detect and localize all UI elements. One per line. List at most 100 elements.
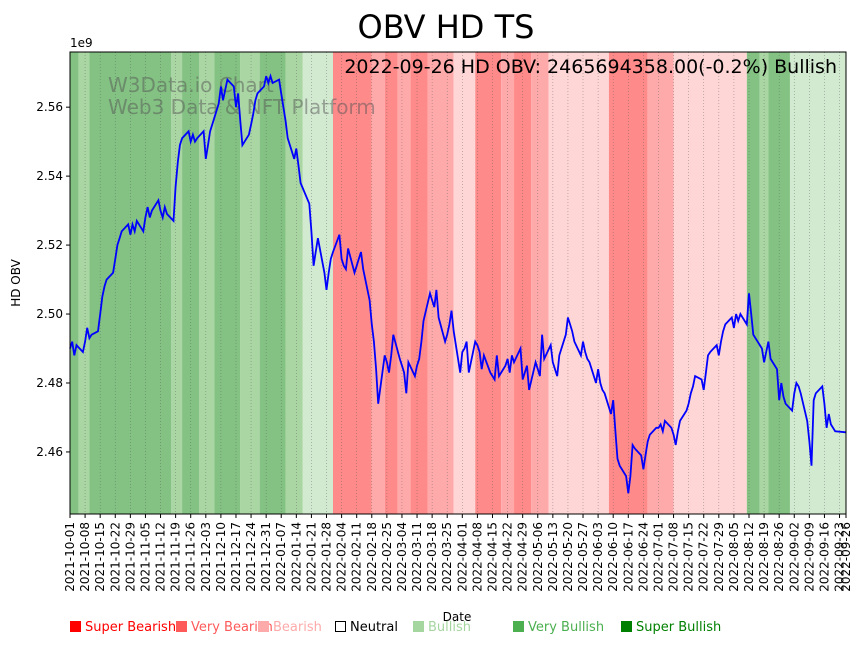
- x-tick-label: 2021-12-03: [199, 522, 213, 592]
- legend-label: Very Bullish: [528, 620, 605, 635]
- x-axis: 2021-10-01 2021-10-08 2021-10-15 2021-10-22…: [63, 514, 853, 592]
- x-tick-label: 2021-12-24: [244, 522, 258, 592]
- legend-swatch: [621, 621, 632, 632]
- regime-legend: Super Bearish Very Bearish Bearish Neutral B…: [70, 620, 850, 638]
- regime-band-very_bullish: [746, 52, 760, 514]
- y-axis-multiplier: 1e9: [70, 36, 93, 50]
- x-tick-label: 2022-09-09: [802, 522, 816, 592]
- regime-band-very_bullish: [214, 52, 241, 514]
- x-tick-label: 2021-10-08: [78, 522, 92, 592]
- x-tick-label: 2022-01-07: [274, 522, 288, 592]
- regime-band-bullish: [285, 52, 303, 514]
- x-tick-label: 2022-07-01: [651, 522, 665, 592]
- x-tick-label: 2022-05-20: [561, 522, 575, 592]
- regime-band-bearish: [647, 52, 674, 514]
- x-tick-label: 2022-03-25: [440, 522, 454, 592]
- x-tick-label: 2022-02-11: [350, 522, 364, 592]
- x-tick-label: 2022-03-04: [395, 522, 409, 592]
- x-tick-label: 2022-04-15: [485, 522, 499, 592]
- x-tick-label: 2022-06-03: [591, 522, 605, 592]
- x-tick-label: 2021-12-31: [259, 522, 273, 592]
- legend-item: Neutral: [335, 620, 398, 635]
- regime-band-light_bullish: [302, 52, 333, 514]
- x-tick-label: 2022-09-16: [817, 522, 831, 592]
- x-tick-label: 2022-04-22: [501, 522, 515, 592]
- legend-swatch: [176, 621, 187, 632]
- regime-band-very_bullish: [259, 52, 286, 514]
- x-tick-label: 2021-11-26: [184, 522, 198, 592]
- y-axis-label: HD OBV: [9, 258, 23, 306]
- x-tick-label: 2022-01-21: [304, 522, 318, 592]
- x-tick-label: 2022-09-23: [833, 522, 847, 592]
- regime-band-light_bearish: [453, 52, 476, 514]
- regime-band-bullish: [240, 52, 260, 514]
- x-tick-label: 2022-09-26: [839, 522, 853, 592]
- legend-item: Very Bullish: [513, 620, 604, 635]
- x-tick-label: 2021-11-05: [138, 522, 152, 592]
- x-tick-label: 2021-10-15: [93, 522, 107, 592]
- legend-item: Bullish: [413, 620, 471, 635]
- x-axis-label: Date: [443, 610, 472, 624]
- x-tick-label: 2022-05-06: [531, 522, 545, 592]
- x-tick-label: 2022-04-29: [516, 522, 530, 592]
- plot-frame: [69, 51, 847, 515]
- regime-band-very_bearish: [410, 52, 428, 514]
- y-tick-label: 2.56: [36, 100, 63, 114]
- x-tick-label: 2022-04-01: [455, 522, 469, 592]
- regime-band-bearish: [371, 52, 385, 514]
- y-axis: 2.46 2.48 2.50 2.52 2.54 2.56: [36, 100, 70, 459]
- legend-swatch: [258, 621, 269, 632]
- legend-item: Super Bearish: [70, 620, 176, 635]
- x-tick-label: 2022-01-14: [289, 522, 303, 592]
- y-tick-label: 2.52: [36, 238, 63, 252]
- legend-label: Bullish: [428, 620, 472, 635]
- y-tick-label: 2.50: [36, 307, 63, 321]
- x-tick-label: 2021-10-01: [63, 522, 77, 592]
- x-tick-label: 2022-07-22: [697, 522, 711, 592]
- legend-label: Very Bearish: [191, 620, 273, 635]
- regime-band-bearish: [427, 52, 454, 514]
- x-tick-label: 2022-02-04: [335, 522, 349, 592]
- x-tick-label: 2022-04-08: [470, 522, 484, 592]
- regime-band-bearish: [397, 52, 411, 514]
- legend-label: Neutral: [350, 620, 398, 635]
- legend-swatch: [70, 621, 81, 632]
- x-tick-label: 2022-05-13: [546, 522, 560, 592]
- x-tick-label: 2022-01-28: [320, 522, 334, 592]
- x-tick-label: 2021-12-17: [229, 522, 243, 592]
- x-tick-label: 2021-11-19: [169, 522, 183, 592]
- x-tick-label: 2022-05-27: [576, 522, 590, 592]
- x-tick-label: 2022-02-25: [380, 522, 394, 592]
- legend-item: Very Bearish: [176, 620, 273, 635]
- regime-band-light_bearish: [673, 52, 747, 514]
- y-tick-label: 2.46: [36, 445, 63, 459]
- x-tick-label: 2022-07-15: [682, 522, 696, 592]
- x-tick-label: 2021-10-22: [108, 522, 122, 592]
- regime-bands: [70, 52, 846, 514]
- legend-label: Super Bullish: [636, 620, 722, 635]
- regime-band-very_bearish: [475, 52, 502, 514]
- regime-band-very_bullish: [70, 52, 79, 514]
- x-tick-label: 2022-03-18: [425, 522, 439, 592]
- x-tick-label: 2022-07-08: [667, 522, 681, 592]
- x-tick-label: 2022-07-29: [712, 522, 726, 592]
- watermark-line-1: W3Data.io Chart: [108, 73, 274, 97]
- legend-label: Bearish: [273, 620, 322, 635]
- x-tick-label: 2022-02-18: [365, 522, 379, 592]
- legend-swatch: [513, 621, 524, 632]
- legend-swatch: [413, 621, 424, 632]
- x-tick-label: 2022-08-19: [757, 522, 771, 592]
- x-tick-label: 2022-08-05: [727, 522, 741, 592]
- regime-band-light_bearish: [548, 52, 609, 514]
- legend-swatch: [335, 621, 346, 632]
- x-tick-label: 2022-06-24: [636, 522, 650, 592]
- chart-title: OBV HD TS: [358, 8, 535, 46]
- x-tick-label: 2022-08-12: [742, 522, 756, 592]
- x-tick-label: 2022-08-26: [772, 522, 786, 592]
- legend-item: Bearish: [258, 620, 322, 635]
- y-tick-label: 2.54: [36, 169, 63, 183]
- x-tick-label: 2021-12-10: [214, 522, 228, 592]
- x-tick-label: 2022-06-10: [606, 522, 620, 592]
- x-tick-label: 2021-11-12: [154, 522, 168, 592]
